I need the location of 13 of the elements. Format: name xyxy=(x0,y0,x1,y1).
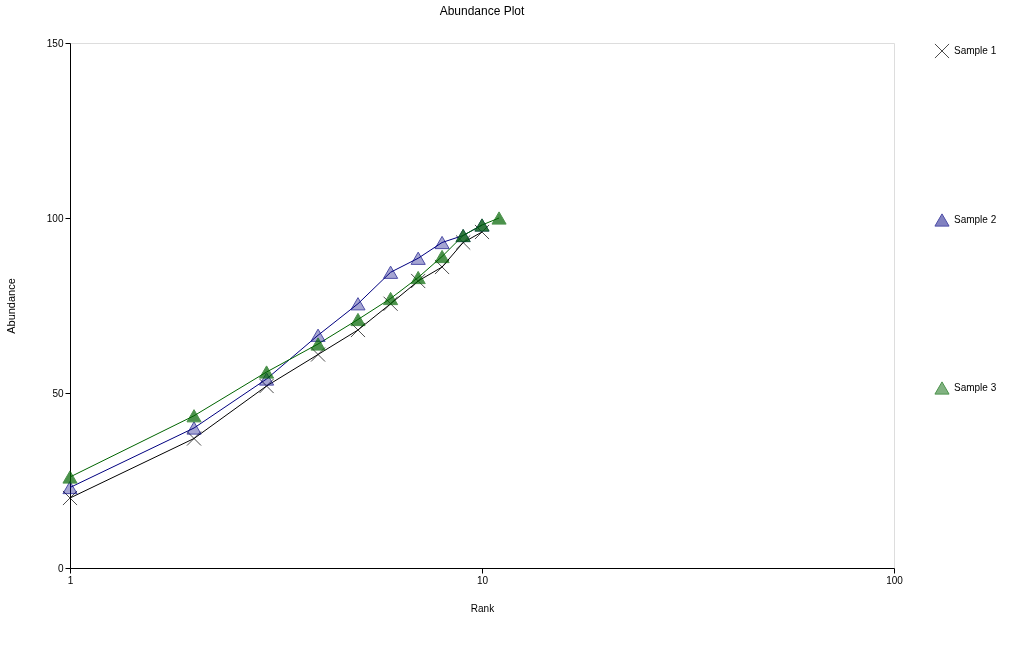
y-axis-title: Abundance xyxy=(4,278,17,334)
y-tick-label: 150 xyxy=(46,37,64,49)
y-tick-label: 0 xyxy=(57,562,64,574)
legend-label: Sample 3 xyxy=(954,382,997,393)
x-tick-label: 10 xyxy=(476,574,489,586)
y-tick-label: 50 xyxy=(52,387,64,399)
x-axis-title: Rank xyxy=(470,602,496,614)
x-tick-label: 100 xyxy=(886,574,904,586)
y-tick-label: 100 xyxy=(46,212,64,224)
legend-label: Sample 1 xyxy=(954,45,997,56)
chart-title: Abundance Plot xyxy=(439,4,526,18)
x-tick-label: 1 xyxy=(67,574,74,586)
legend-label: Sample 2 xyxy=(954,214,997,225)
